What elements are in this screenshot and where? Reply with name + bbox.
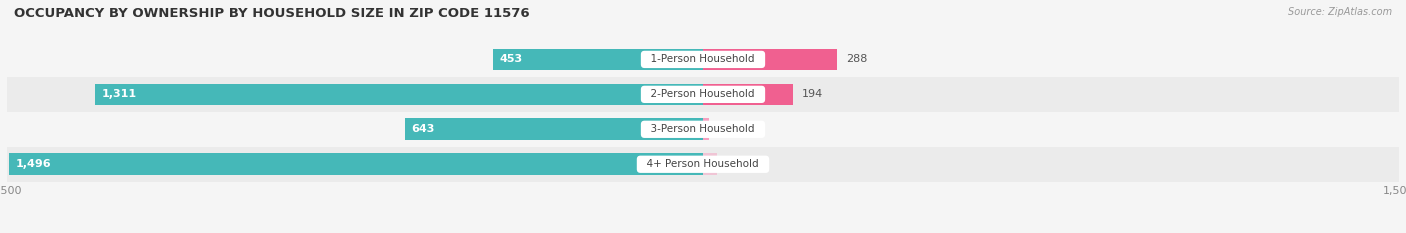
Bar (494, 49, 703, 70)
Text: 4+ Person Household: 4+ Person Household (641, 159, 765, 169)
Text: 14: 14 (718, 124, 733, 134)
Text: 3-Person Household: 3-Person Household (644, 124, 762, 134)
Bar (94, 84, 703, 105)
Bar (405, 118, 703, 140)
Text: 643: 643 (412, 124, 434, 134)
Bar (7, 147, 1399, 182)
Text: 288: 288 (846, 55, 868, 64)
Text: OCCUPANCY BY OWNERSHIP BY HOUSEHOLD SIZE IN ZIP CODE 11576: OCCUPANCY BY OWNERSHIP BY HOUSEHOLD SIZE… (14, 7, 530, 20)
Bar (703, 118, 710, 140)
Text: 1-Person Household: 1-Person Household (644, 55, 762, 64)
Text: 2-Person Household: 2-Person Household (644, 89, 762, 99)
Bar (7, 42, 1399, 77)
Text: 453: 453 (499, 55, 523, 64)
Text: 194: 194 (803, 89, 824, 99)
Bar (703, 84, 793, 105)
Text: Source: ZipAtlas.com: Source: ZipAtlas.com (1288, 7, 1392, 17)
Bar (7, 112, 1399, 147)
Bar (8, 154, 703, 175)
Bar (703, 154, 717, 175)
Text: 1,496: 1,496 (15, 159, 52, 169)
Bar (7, 77, 1399, 112)
Bar (703, 49, 837, 70)
Text: 1,311: 1,311 (101, 89, 136, 99)
Text: 0: 0 (713, 159, 720, 169)
